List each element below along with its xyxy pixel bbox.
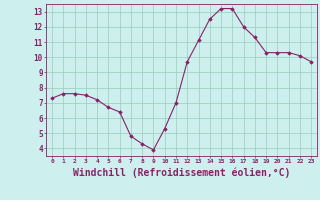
- X-axis label: Windchill (Refroidissement éolien,°C): Windchill (Refroidissement éolien,°C): [73, 167, 290, 178]
